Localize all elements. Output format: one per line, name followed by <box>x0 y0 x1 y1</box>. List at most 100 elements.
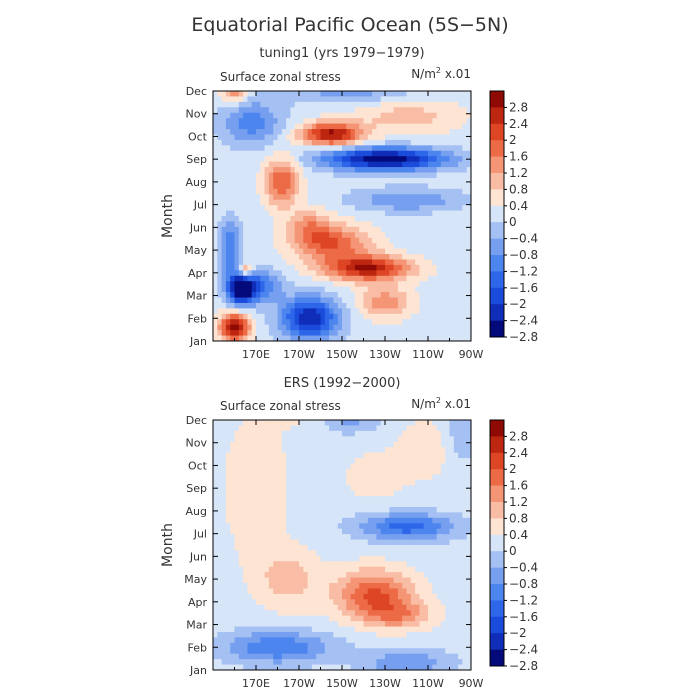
heatmap-cell <box>251 441 257 448</box>
heatmap-cell <box>337 226 343 233</box>
heatmap-cell <box>316 420 322 427</box>
heatmap-cell <box>303 270 309 277</box>
heatmap-cell <box>320 468 326 475</box>
heatmap-cell <box>256 150 261 157</box>
heatmap-cell <box>286 232 291 239</box>
heatmap-cell <box>367 210 373 217</box>
heatmap-cell <box>281 512 287 519</box>
heatmap-cell <box>410 517 416 524</box>
heatmap-cell <box>458 501 463 508</box>
heatmap-cell <box>350 436 356 443</box>
heatmap-cell <box>217 194 223 201</box>
heatmap-cell <box>230 177 236 184</box>
heatmap-cell <box>458 243 463 250</box>
heatmap-cell <box>299 167 304 174</box>
heatmap-cell <box>217 232 223 239</box>
heatmap-cell <box>350 324 356 331</box>
heatmap-cell <box>397 145 403 152</box>
heatmap-cell <box>217 248 223 255</box>
heatmap-cell <box>397 107 403 114</box>
heatmap-cell <box>385 555 390 562</box>
heatmap-cell <box>458 112 463 119</box>
heatmap-cell <box>363 161 369 168</box>
heatmap-cell <box>380 319 386 326</box>
heatmap-cell <box>432 264 438 271</box>
heatmap-cell <box>462 292 468 299</box>
heatmap-cell <box>380 243 386 250</box>
heatmap-cell <box>256 588 261 595</box>
heatmap-cell <box>445 161 451 168</box>
heatmap-cell <box>329 436 334 443</box>
heatmap-cell <box>363 254 369 261</box>
heatmap-cell <box>329 420 334 427</box>
heatmap-cell <box>359 447 365 454</box>
heatmap-cell <box>268 134 274 141</box>
heatmap-cell <box>217 177 223 184</box>
heatmap-cell <box>213 297 218 304</box>
heatmap-cell <box>372 512 377 519</box>
heatmap-cell <box>363 425 369 432</box>
heatmap-cell <box>428 232 433 239</box>
heatmap-cell <box>281 194 287 201</box>
heatmap-cell <box>281 313 287 320</box>
heatmap-cell <box>350 183 356 190</box>
heatmap-cell <box>415 490 420 497</box>
heatmap-cell <box>380 506 386 513</box>
heatmap-cell <box>281 420 287 427</box>
heatmap-cell <box>423 264 429 271</box>
heatmap-cell <box>268 588 274 595</box>
heatmap-cell <box>286 441 291 448</box>
heatmap-cell <box>290 248 296 255</box>
heatmap-cell <box>393 281 399 288</box>
heatmap-cell <box>428 188 433 195</box>
heatmap-cell <box>320 425 326 432</box>
heatmap-cell <box>234 254 240 261</box>
heatmap-cell <box>307 458 313 465</box>
heatmap-cell <box>402 96 408 103</box>
heatmap-cell <box>393 161 399 168</box>
heatmap-cell <box>440 534 446 541</box>
heatmap-cell <box>415 205 420 212</box>
heatmap-cell <box>311 425 317 432</box>
heatmap-cell <box>316 129 322 136</box>
heatmap-cell <box>221 308 227 315</box>
heatmap-cell <box>380 545 386 552</box>
heatmap-cell <box>367 463 373 470</box>
heatmap-cell <box>273 550 279 557</box>
heatmap-cell <box>359 237 365 244</box>
heatmap-cell <box>281 91 287 98</box>
heatmap-cell <box>299 145 304 152</box>
heatmap-cell <box>440 566 446 573</box>
y-axis-label: Month <box>160 523 176 567</box>
heatmap-cell <box>307 496 313 503</box>
heatmap-cell <box>393 145 399 152</box>
heatmap-cell <box>264 297 270 304</box>
heatmap-cell <box>354 237 360 244</box>
heatmap-cell <box>367 512 373 519</box>
heatmap-cell <box>453 447 459 454</box>
heatmap-cell <box>440 139 446 146</box>
heatmap-cell <box>221 112 227 119</box>
heatmap-cell <box>363 588 369 595</box>
heatmap-cell <box>213 534 218 541</box>
heatmap-cell <box>462 517 468 524</box>
heatmap-cell <box>294 145 300 152</box>
heatmap-cell <box>337 313 343 320</box>
heatmap-cell <box>440 199 446 206</box>
heatmap-cell <box>324 172 330 179</box>
heatmap-cell <box>221 302 227 309</box>
heatmap-cell <box>440 512 446 519</box>
heatmap-cell <box>419 335 425 341</box>
heatmap-cell <box>428 561 433 568</box>
heatmap-cell <box>320 599 326 606</box>
heatmap-cell <box>428 555 433 562</box>
heatmap-cell <box>393 566 399 573</box>
heatmap-cell <box>281 112 287 119</box>
heatmap-cell <box>389 604 395 611</box>
heatmap-cell <box>251 123 257 130</box>
heatmap-cell <box>346 593 352 600</box>
heatmap-cell <box>342 264 347 271</box>
heatmap-cell <box>303 324 309 331</box>
heatmap-cell <box>311 259 317 266</box>
heatmap-cell <box>397 583 403 590</box>
